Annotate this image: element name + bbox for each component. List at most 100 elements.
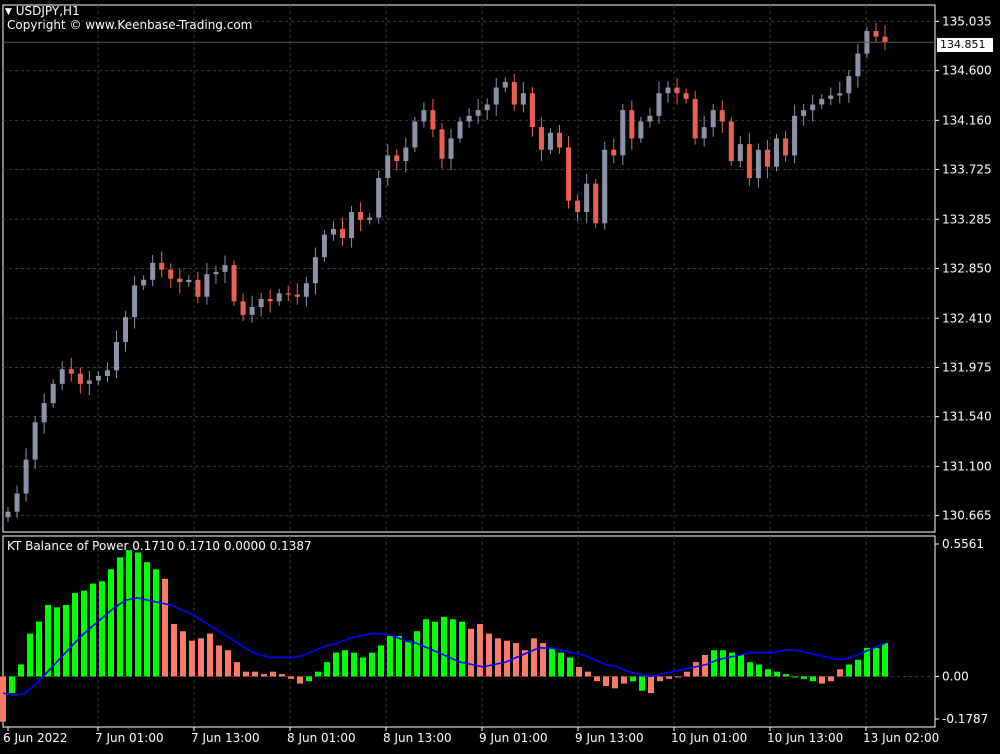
candle-body bbox=[249, 306, 255, 315]
histogram-bar bbox=[666, 676, 672, 679]
time-tick-label: 9 Jun 13:00 bbox=[575, 731, 644, 745]
histogram-bar bbox=[432, 621, 438, 677]
histogram-bar bbox=[342, 650, 348, 677]
histogram-bar bbox=[45, 604, 51, 677]
candle-body bbox=[412, 121, 418, 148]
histogram-bar bbox=[693, 662, 699, 677]
candle-body bbox=[213, 271, 219, 275]
histogram-bar bbox=[126, 550, 132, 677]
price-tick-label: 132.410 bbox=[942, 311, 992, 325]
histogram-bar bbox=[828, 676, 834, 682]
histogram-bar bbox=[459, 621, 465, 677]
histogram-bar bbox=[756, 664, 762, 677]
histogram-bar bbox=[72, 593, 78, 677]
candle-body bbox=[367, 217, 373, 220]
time-tick-label: 8 Jun 01:00 bbox=[287, 731, 356, 745]
histogram-bar bbox=[36, 621, 42, 677]
candle-body bbox=[448, 138, 454, 159]
candle-body bbox=[141, 279, 147, 286]
histogram-bar bbox=[720, 650, 726, 677]
histogram-bar bbox=[567, 657, 573, 677]
candle-body bbox=[547, 132, 553, 150]
dropdown-triangle-icon[interactable]: ▼ bbox=[5, 7, 12, 17]
histogram-bar bbox=[333, 652, 339, 677]
candle-body bbox=[566, 147, 572, 201]
histogram-bar bbox=[729, 652, 735, 677]
candle-body bbox=[737, 144, 743, 162]
histogram-bar bbox=[450, 619, 456, 677]
symbol-title-row: ▼ USDJPY,H1 bbox=[5, 4, 80, 18]
candle-body bbox=[439, 129, 445, 159]
candle-body bbox=[403, 147, 409, 162]
time-tick-label: 8 Jun 13:00 bbox=[383, 731, 452, 745]
candle-body bbox=[267, 299, 273, 302]
histogram-bar bbox=[297, 676, 303, 684]
time-tick-label: 9 Jun 01:00 bbox=[479, 731, 548, 745]
histogram-bar bbox=[279, 674, 285, 677]
candle-body bbox=[674, 87, 680, 94]
histogram-bar bbox=[612, 676, 618, 689]
histogram-bar bbox=[9, 676, 15, 694]
candle-body bbox=[312, 257, 318, 284]
histogram-bar bbox=[405, 640, 411, 677]
candle-body bbox=[647, 115, 653, 122]
price-tick-label: 131.540 bbox=[942, 410, 992, 424]
histogram-bar bbox=[702, 655, 708, 677]
candle-body bbox=[538, 127, 544, 150]
histogram-bar bbox=[576, 666, 582, 677]
price-tick-label: 131.975 bbox=[942, 360, 992, 374]
candle-body bbox=[602, 149, 608, 224]
histogram-bar bbox=[0, 676, 6, 722]
candle-body bbox=[520, 93, 526, 105]
candle-body bbox=[50, 383, 56, 404]
histogram-bar bbox=[324, 662, 330, 677]
candle-body bbox=[276, 293, 282, 302]
candle-body bbox=[683, 93, 689, 99]
histogram-bar bbox=[675, 676, 681, 678]
histogram-bar bbox=[819, 676, 825, 684]
candle-body bbox=[638, 121, 644, 139]
histogram-bar bbox=[522, 650, 528, 677]
candle-body bbox=[466, 115, 472, 122]
candle-body bbox=[783, 138, 789, 156]
candle-body bbox=[394, 155, 400, 162]
histogram-bar bbox=[360, 657, 366, 677]
indicator-title: KT Balance of Power 0.1710 0.1710 0.0000… bbox=[7, 539, 312, 553]
histogram-bar bbox=[873, 647, 879, 677]
histogram-bar bbox=[504, 640, 510, 677]
histogram-bar bbox=[306, 676, 312, 682]
candle-body bbox=[303, 283, 309, 297]
histogram-bar bbox=[648, 676, 654, 694]
histogram-bar bbox=[54, 607, 60, 677]
histogram-bar bbox=[351, 652, 357, 677]
histogram-bar bbox=[225, 650, 231, 677]
candle-body bbox=[123, 317, 129, 343]
candle-body bbox=[873, 31, 879, 37]
candle-body bbox=[150, 262, 156, 280]
candle-body bbox=[349, 211, 355, 238]
candle-body bbox=[665, 87, 671, 94]
histogram-bar bbox=[513, 643, 519, 677]
candle-body bbox=[837, 93, 843, 96]
candle-body bbox=[710, 110, 716, 128]
candle-body bbox=[511, 81, 517, 105]
price-tick-label: 133.725 bbox=[942, 163, 992, 177]
histogram-bar bbox=[774, 671, 780, 677]
candle-body bbox=[358, 211, 364, 220]
candle-body bbox=[792, 115, 798, 156]
histogram-bar bbox=[657, 676, 663, 682]
histogram-bar bbox=[117, 557, 123, 677]
histogram-bar bbox=[108, 569, 114, 677]
histogram-bar bbox=[585, 671, 591, 677]
candle-body bbox=[755, 149, 761, 179]
price-tick-label: 130.665 bbox=[942, 509, 992, 523]
candle-body bbox=[801, 110, 807, 116]
histogram-bar bbox=[189, 640, 195, 677]
candle-body bbox=[132, 285, 138, 318]
histogram-bar bbox=[180, 631, 186, 677]
indicator-frame bbox=[2, 535, 936, 728]
histogram-bar bbox=[90, 583, 96, 677]
histogram-bar bbox=[558, 652, 564, 677]
